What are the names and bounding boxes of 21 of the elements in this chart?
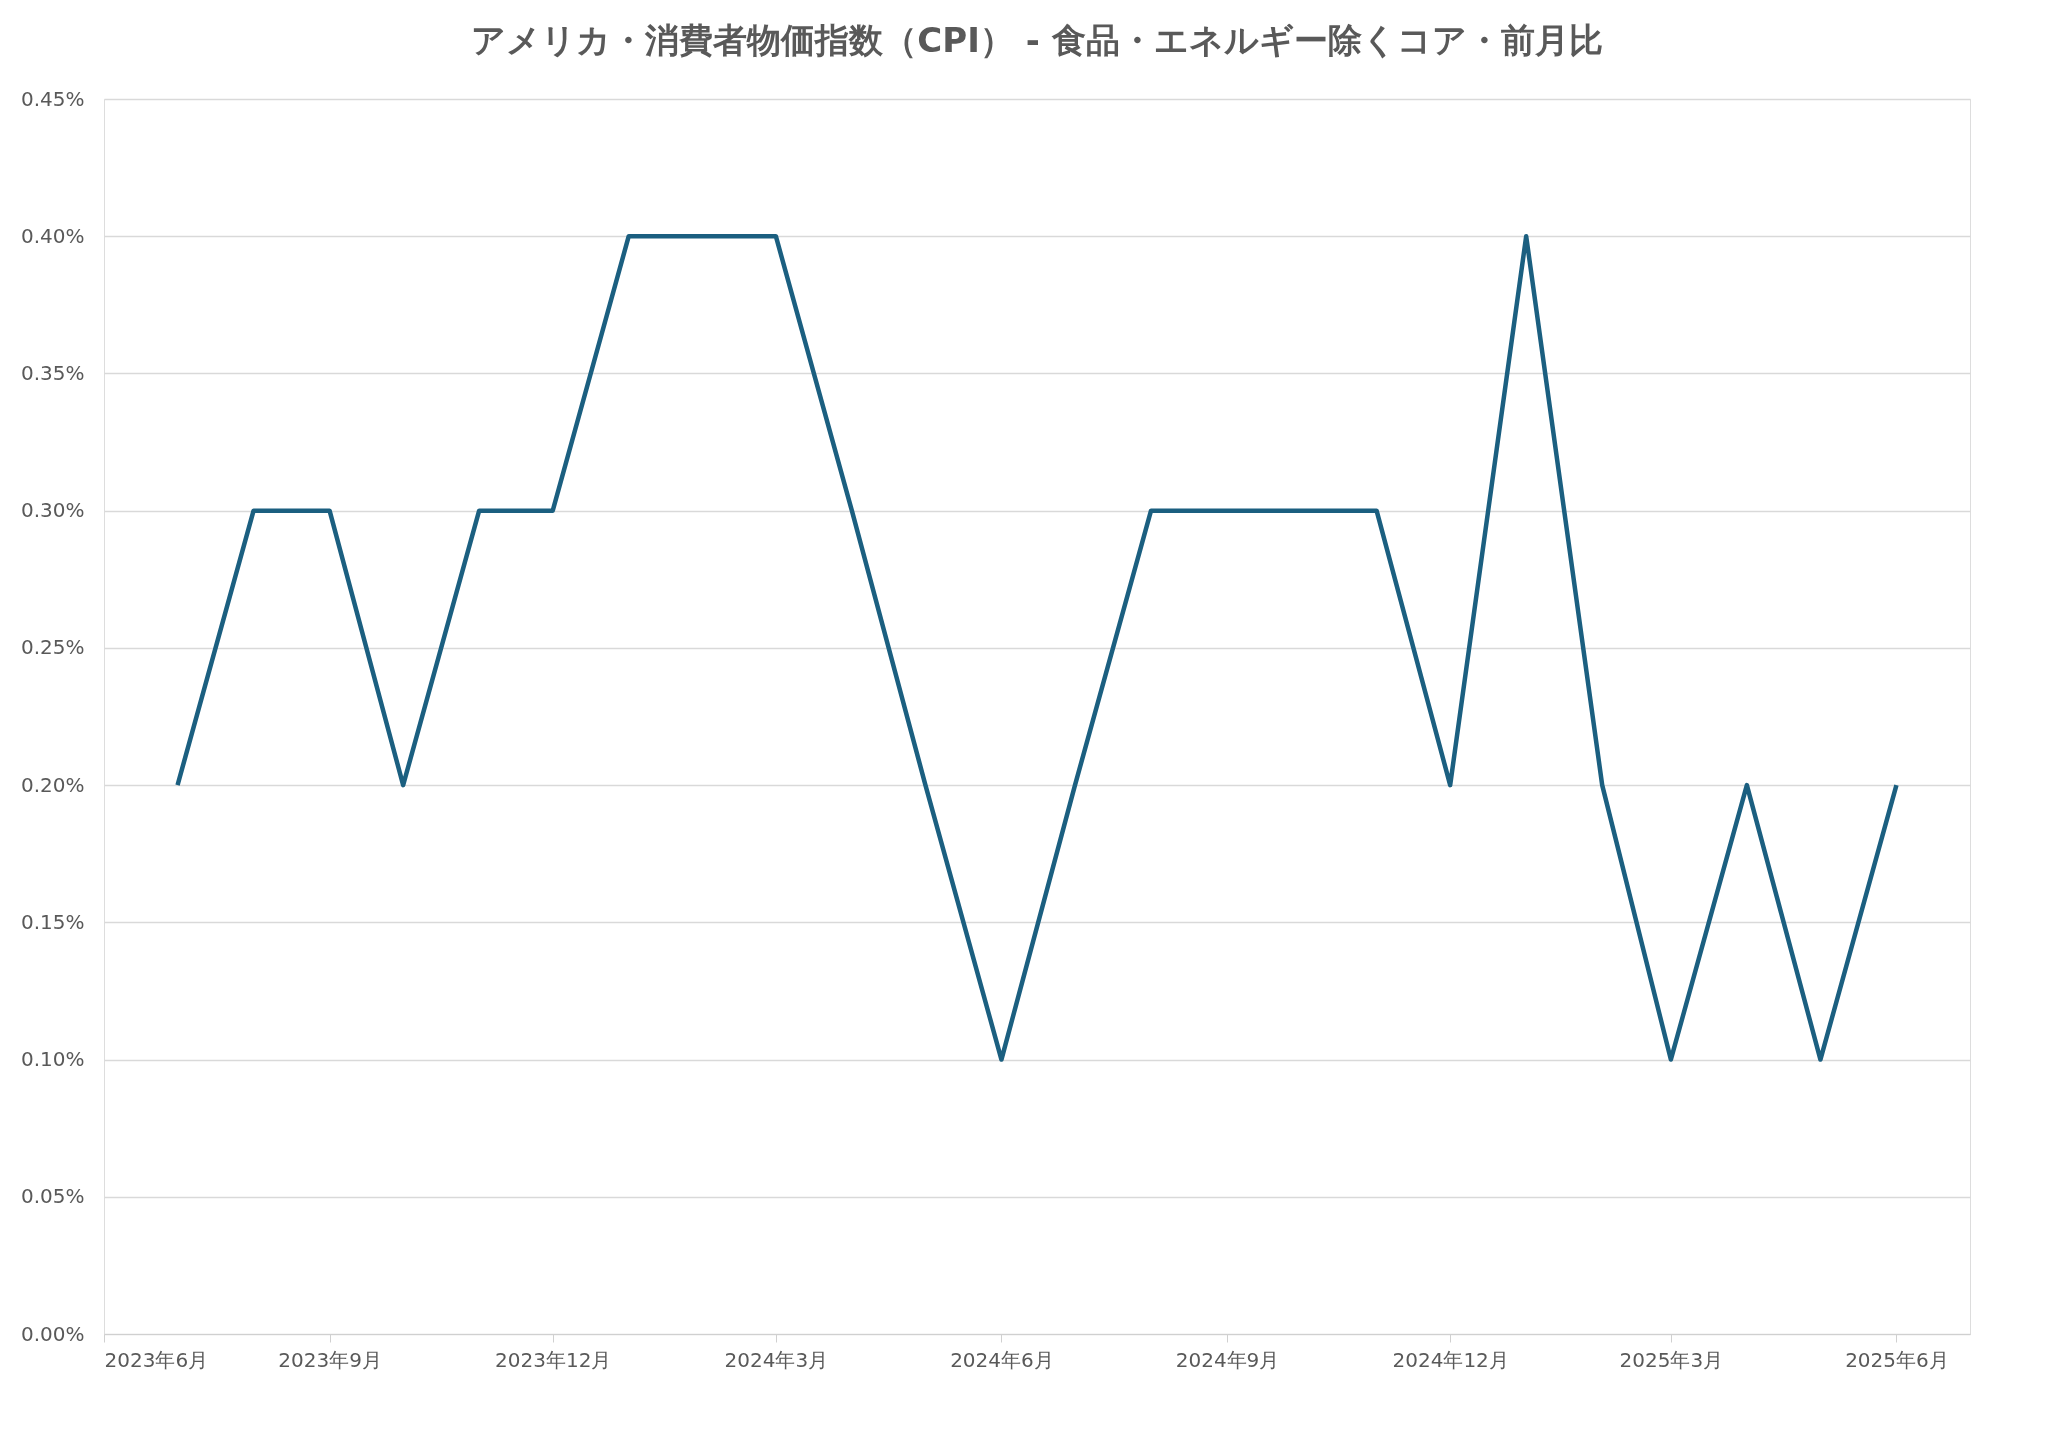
y-tick-label: 0.15% bbox=[20, 909, 85, 934]
chart-title: アメリカ・消費者物価指数（CPI） - 食品・エネルギー除くコア・前月比 bbox=[471, 20, 1603, 60]
x-tick-label: 2025年6月 bbox=[1845, 1347, 1949, 1372]
x-tick-label: 2023年12月 bbox=[495, 1347, 612, 1372]
x-tick-label: 2023年9月 bbox=[278, 1347, 382, 1372]
x-tick-label: 2024年6月 bbox=[950, 1347, 1054, 1372]
x-tick-label: 2024年3月 bbox=[724, 1347, 829, 1372]
y-tick-label: 0.00% bbox=[20, 1321, 85, 1346]
y-tick-label: 0.20% bbox=[20, 772, 85, 797]
y-tick-label: 0.25% bbox=[20, 635, 85, 660]
y-tick-label: 0.10% bbox=[20, 1047, 85, 1072]
y-tick-label: 0.40% bbox=[20, 223, 85, 248]
y-tick-label: 0.05% bbox=[20, 1184, 85, 1209]
y-tick-label: 0.45% bbox=[20, 86, 85, 111]
x-tick-label: 2024年12月 bbox=[1392, 1347, 1509, 1372]
line-series bbox=[175, 233, 1899, 1062]
x-tick-label: 2023年6月 bbox=[104, 1347, 209, 1372]
y-tick-label: 0.35% bbox=[20, 360, 85, 385]
x-tick-label: 2024年9月 bbox=[1175, 1347, 1280, 1372]
x-tick-label: 2025年3月 bbox=[1619, 1347, 1724, 1372]
y-tick-label: 0.30% bbox=[20, 498, 85, 523]
